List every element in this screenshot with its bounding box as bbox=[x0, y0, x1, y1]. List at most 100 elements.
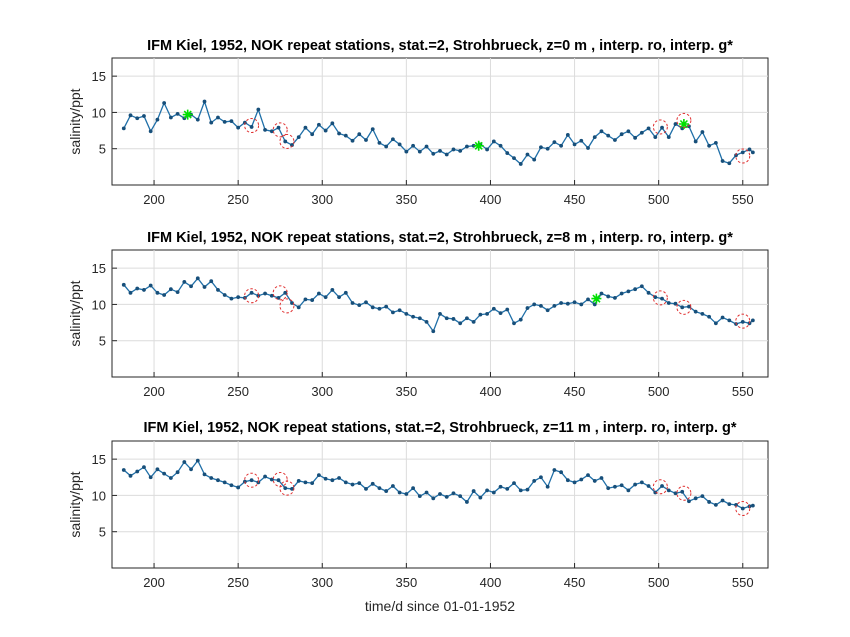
data-point bbox=[660, 484, 664, 488]
data-point bbox=[498, 143, 503, 148]
data-point bbox=[290, 143, 294, 147]
data-point bbox=[444, 152, 449, 157]
data-point bbox=[579, 302, 584, 307]
data-point bbox=[639, 480, 644, 485]
data-point bbox=[518, 488, 523, 493]
data-point bbox=[162, 293, 167, 297]
data-point bbox=[263, 474, 267, 479]
data-point bbox=[384, 304, 389, 309]
data-point bbox=[202, 99, 207, 104]
data-point bbox=[444, 494, 449, 499]
data-point bbox=[370, 305, 375, 310]
data-point bbox=[458, 148, 463, 153]
data-point bbox=[579, 477, 584, 482]
y-tick-label: 10 bbox=[92, 488, 106, 503]
data-point bbox=[505, 486, 510, 491]
data-point bbox=[384, 144, 389, 149]
data-point bbox=[613, 484, 617, 489]
flagged-point-circle bbox=[735, 500, 751, 516]
data-point bbox=[216, 288, 220, 292]
data-point bbox=[478, 312, 483, 317]
data-point bbox=[532, 302, 537, 307]
data-point bbox=[707, 314, 712, 319]
data-point bbox=[485, 311, 489, 316]
subplot-1-ylabel: salinity/ppt bbox=[67, 88, 83, 154]
data-point bbox=[438, 148, 442, 153]
data-point bbox=[713, 141, 718, 145]
data-point bbox=[626, 289, 631, 294]
data-point bbox=[740, 319, 745, 324]
data-point bbox=[195, 276, 200, 281]
interpolated-point-star bbox=[473, 140, 484, 151]
data-point bbox=[377, 141, 382, 145]
data-point bbox=[646, 126, 651, 131]
data-point bbox=[666, 135, 671, 140]
data-point bbox=[633, 287, 638, 292]
data-point bbox=[552, 303, 557, 308]
x-tick-label: 250 bbox=[227, 575, 249, 590]
data-point bbox=[249, 478, 254, 483]
data-point bbox=[491, 306, 496, 311]
data-point bbox=[539, 303, 543, 308]
data-point bbox=[713, 502, 718, 507]
data-point bbox=[431, 496, 436, 501]
data-point bbox=[142, 114, 146, 118]
subplot-1-title: IFM Kiel, 1952, NOK repeat stations, sta… bbox=[147, 38, 733, 54]
data-point bbox=[673, 301, 678, 306]
data-point bbox=[505, 307, 510, 312]
y-tick-label: 5 bbox=[99, 334, 106, 349]
data-point bbox=[720, 498, 725, 503]
data-point bbox=[155, 290, 160, 295]
data-point bbox=[155, 117, 160, 122]
data-point bbox=[202, 285, 207, 289]
x-tick-label: 300 bbox=[311, 384, 333, 399]
data-point bbox=[269, 477, 274, 482]
data-point bbox=[512, 321, 516, 326]
data-point bbox=[552, 468, 557, 472]
x-tick-label: 200 bbox=[143, 192, 165, 207]
data-point bbox=[370, 127, 375, 132]
x-tick-label: 200 bbox=[143, 575, 165, 590]
x-tick-label: 550 bbox=[732, 384, 754, 399]
data-point bbox=[660, 125, 664, 130]
subplot-1: 200 250 300 350 400 450 500 550 5 10 15 IFM Kiel, … bbox=[67, 38, 769, 207]
data-point bbox=[350, 482, 355, 487]
flagged-point-circle bbox=[676, 299, 692, 315]
data-point bbox=[397, 490, 402, 495]
data-point bbox=[572, 300, 577, 305]
data-point bbox=[518, 162, 523, 166]
x-tick-label: 350 bbox=[396, 192, 418, 207]
data-point bbox=[619, 291, 624, 296]
data-point bbox=[216, 115, 220, 120]
data-point bbox=[673, 122, 678, 126]
data-point bbox=[404, 149, 409, 154]
data-point bbox=[404, 492, 409, 496]
data-point bbox=[135, 286, 140, 291]
data-point bbox=[666, 488, 671, 493]
data-point bbox=[222, 293, 227, 297]
data-point bbox=[471, 319, 476, 324]
subplot-2-title: IFM Kiel, 1952, NOK repeat stations, sta… bbox=[147, 230, 733, 246]
data-point bbox=[639, 284, 644, 289]
data-point bbox=[740, 506, 745, 511]
data-point bbox=[229, 296, 234, 301]
data-point bbox=[283, 486, 288, 491]
data-point bbox=[431, 151, 436, 156]
data-point bbox=[707, 143, 712, 148]
data-point bbox=[727, 318, 732, 323]
data-point bbox=[175, 111, 180, 116]
data-point bbox=[411, 486, 415, 491]
data-point bbox=[559, 470, 564, 475]
data-point bbox=[747, 147, 752, 152]
data-point bbox=[633, 135, 638, 140]
flagged-point-circle bbox=[735, 313, 751, 329]
data-point bbox=[613, 138, 617, 142]
x-tick-label: 550 bbox=[732, 192, 754, 207]
subplot-2-ylabel: salinity/ppt bbox=[67, 280, 83, 346]
data-point bbox=[485, 488, 489, 493]
data-point bbox=[404, 311, 409, 316]
data-point bbox=[128, 113, 133, 118]
x-tick-label: 500 bbox=[648, 384, 670, 399]
flagged-point-circle bbox=[272, 122, 288, 138]
data-point bbox=[633, 482, 638, 487]
